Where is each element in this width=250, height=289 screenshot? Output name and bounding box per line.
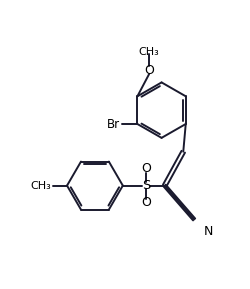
Text: O: O bbox=[140, 196, 150, 209]
Text: Br: Br bbox=[106, 118, 119, 131]
Text: O: O bbox=[144, 64, 154, 77]
Text: S: S bbox=[141, 179, 150, 192]
Text: O: O bbox=[140, 162, 150, 175]
Text: CH₃: CH₃ bbox=[31, 181, 51, 191]
Text: N: N bbox=[202, 225, 212, 238]
Text: CH₃: CH₃ bbox=[138, 47, 159, 57]
